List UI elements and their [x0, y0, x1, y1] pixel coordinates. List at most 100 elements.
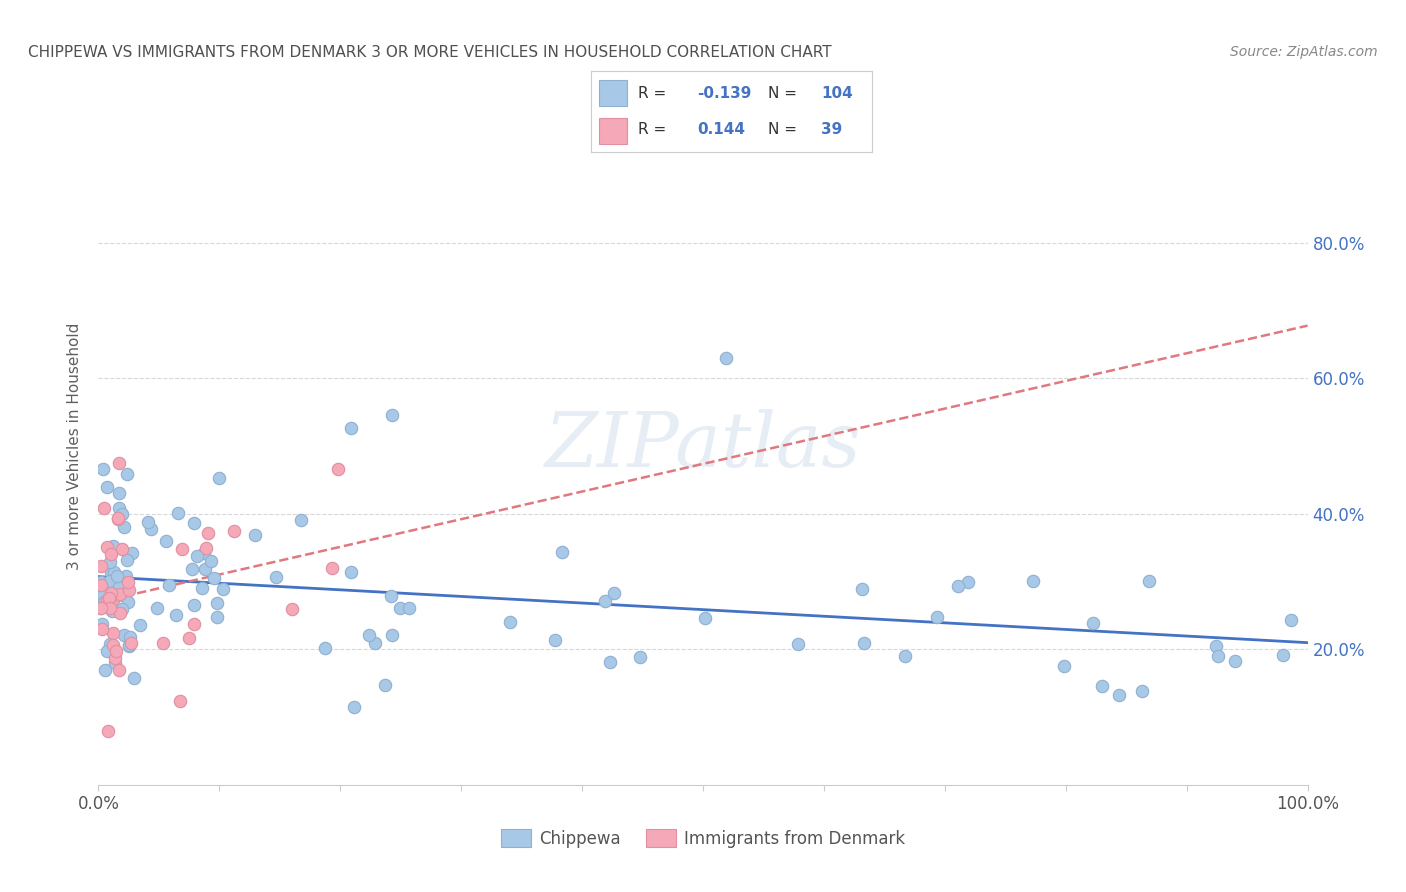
Point [222, 524, 245, 539]
Point [97, 723, 120, 738]
Point [122, 671, 145, 685]
Legend: Chippewa, Immigrants from Denmark: Chippewa, Immigrants from Denmark [494, 822, 912, 855]
Point [93, 501, 115, 516]
Point [177, 631, 200, 645]
Point [103, 588, 125, 602]
Text: -0.139: -0.139 [697, 86, 752, 101]
Point [104, 651, 127, 665]
Point [194, 562, 217, 576]
Point [927, 610, 949, 624]
Point [107, 663, 129, 677]
Point [1225, 654, 1247, 668]
Point [108, 486, 131, 500]
Point [98, 555, 121, 569]
Point [146, 600, 169, 615]
Point [191, 581, 214, 595]
Point [499, 615, 522, 629]
Point [91, 616, 114, 631]
Point [169, 694, 191, 708]
Point [243, 527, 266, 541]
Point [212, 582, 235, 596]
Point [103, 625, 125, 640]
Point [105, 581, 128, 595]
Point [205, 596, 228, 610]
Point [115, 568, 138, 582]
Point [98, 574, 121, 589]
Point [200, 554, 222, 568]
Point [139, 522, 162, 536]
Point [117, 574, 139, 589]
Point [107, 510, 129, 524]
Point [321, 561, 343, 575]
Point [193, 546, 215, 560]
Point [93, 582, 115, 596]
Point [96, 644, 118, 658]
Point [398, 601, 420, 615]
Point [118, 638, 141, 652]
Point [851, 582, 873, 596]
Point [894, 648, 917, 663]
Point [290, 513, 312, 527]
Point [1208, 648, 1230, 663]
Point [121, 546, 143, 560]
Point [364, 636, 387, 650]
Point [129, 618, 152, 632]
Point [108, 587, 131, 601]
FancyBboxPatch shape [599, 118, 627, 144]
Point [628, 649, 651, 664]
Point [183, 599, 205, 613]
Point [120, 636, 142, 650]
Point [183, 516, 205, 530]
Point [202, 571, 225, 585]
Point [108, 580, 131, 594]
Point [93, 594, 115, 608]
Point [101, 592, 124, 607]
Text: R =: R = [638, 122, 666, 137]
Point [112, 520, 135, 534]
Point [264, 570, 287, 584]
Point [380, 590, 402, 604]
Point [117, 595, 139, 609]
Point [714, 351, 737, 365]
Point [1081, 615, 1104, 630]
Text: CHIPPEWA VS IMMIGRANTS FROM DENMARK 3 OR MORE VEHICLES IN HOUSEHOLD CORRELATION : CHIPPEWA VS IMMIGRANTS FROM DENMARK 3 OR… [28, 45, 832, 60]
Point [595, 593, 617, 607]
Point [1091, 679, 1114, 693]
Point [170, 542, 193, 557]
Point [91, 462, 114, 476]
Point [314, 641, 336, 656]
Point [96, 480, 118, 494]
Point [155, 534, 177, 549]
Point [281, 601, 304, 615]
Point [1271, 648, 1294, 662]
Text: 0.144: 0.144 [697, 122, 745, 137]
Point [104, 656, 127, 670]
Point [152, 636, 174, 650]
Point [389, 600, 412, 615]
Text: 39: 39 [821, 122, 842, 137]
Point [787, 637, 810, 651]
Point [101, 638, 124, 652]
Point [91, 622, 114, 636]
Y-axis label: 3 or more Vehicles in Household: 3 or more Vehicles in Household [67, 322, 83, 570]
Text: N =: N = [768, 86, 797, 101]
Point [853, 636, 876, 650]
Point [166, 506, 188, 520]
Point [89, 601, 111, 615]
Point [603, 586, 626, 600]
Point [551, 544, 574, 558]
Point [1137, 574, 1160, 588]
Point [100, 565, 122, 579]
Point [1132, 684, 1154, 698]
Point [195, 541, 218, 555]
Point [956, 574, 979, 589]
Point [105, 644, 128, 658]
Point [97, 591, 120, 606]
Point [136, 515, 159, 529]
Point [100, 547, 122, 561]
Point [343, 700, 366, 714]
Point [118, 639, 141, 653]
Point [157, 578, 180, 592]
Point [94, 663, 117, 677]
Text: ZIPatlas: ZIPatlas [544, 409, 862, 483]
